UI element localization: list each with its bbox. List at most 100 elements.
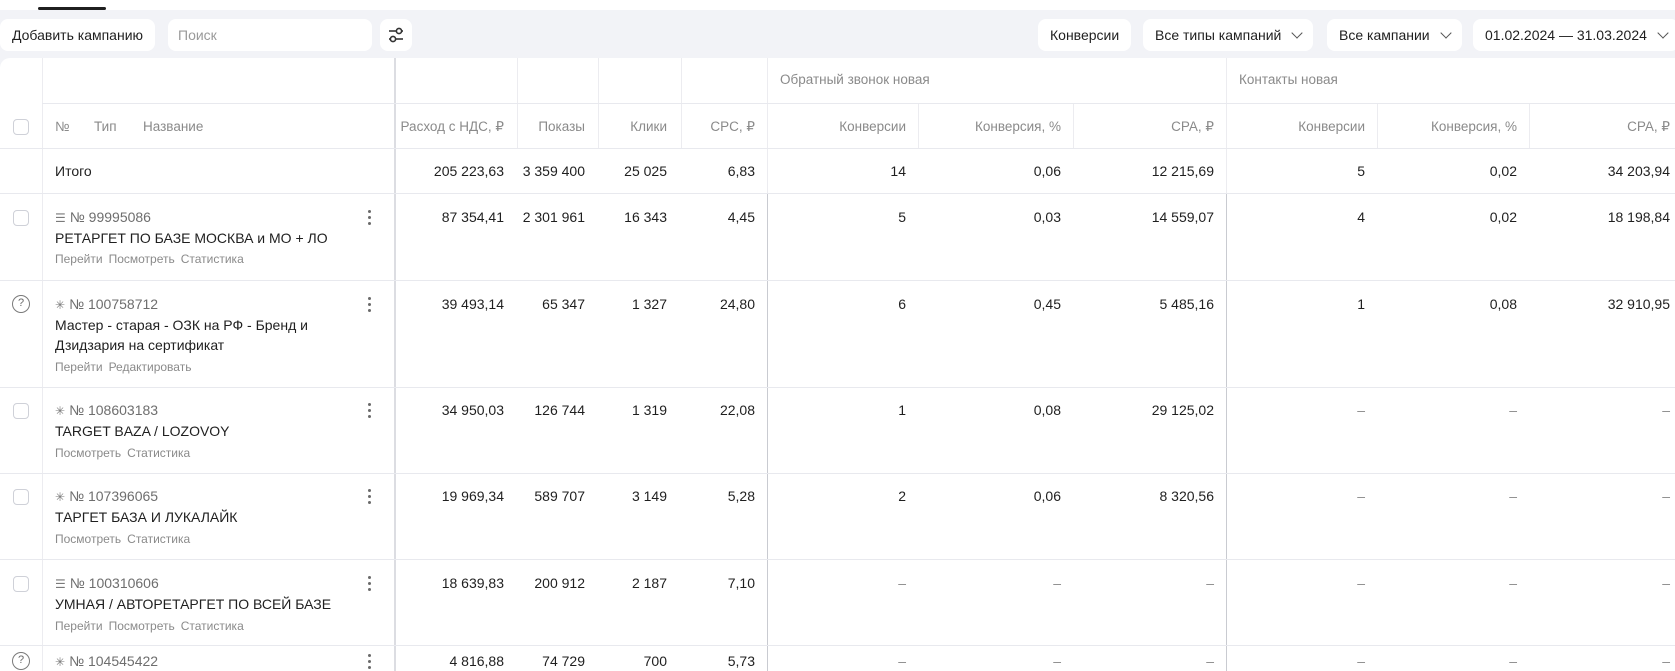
cell-conversion-rate-2: – <box>1509 488 1517 504</box>
campaign-id: ✳ № 108603183 <box>55 402 158 418</box>
row-divider <box>0 193 1675 194</box>
link-view[interactable]: Посмотреть <box>108 619 175 633</box>
header-clicks[interactable]: Клики <box>630 119 667 134</box>
row-checkbox[interactable] <box>13 576 29 592</box>
total-spend: 205 223,63 <box>433 163 504 179</box>
conversions-button[interactable]: Конверсии <box>1038 19 1132 51</box>
column-divider <box>42 58 43 671</box>
text-ad-icon: ☰ <box>55 211 66 225</box>
chevron-down-icon <box>1439 27 1452 39</box>
help-icon[interactable]: ? <box>12 652 30 670</box>
cell-impressions: 2 301 961 <box>522 209 585 225</box>
header-cpa-1[interactable]: CPA, ₽ <box>1171 119 1214 134</box>
row-checkbox[interactable] <box>13 403 29 419</box>
select-all-checkbox[interactable] <box>13 119 29 135</box>
campaign-name[interactable]: УМНАЯ / АВТОРЕТАРГЕТ ПО ВСЕЙ БАЗЕ <box>55 596 332 612</box>
cell-conversion-rate-1: 0,06 <box>1033 488 1061 504</box>
cell-conversion-rate-1: – <box>1053 653 1061 669</box>
more-menu-icon[interactable] <box>368 210 372 226</box>
add-campaign-button[interactable]: Добавить кампанию <box>0 19 156 51</box>
link-statistics[interactable]: Статистика <box>180 252 244 266</box>
cell-impressions: 589 707 <box>534 488 585 504</box>
cell-clicks: 1 319 <box>631 402 667 418</box>
header-spend[interactable]: Расход с НДС, ₽ <box>400 119 505 134</box>
campaigns-table: Обратный звонок новая Контакты новая № Т… <box>0 58 1675 671</box>
cell-impressions: 65 347 <box>542 296 585 312</box>
cell-conversion-rate-2: – <box>1509 575 1517 591</box>
chevron-down-icon <box>1657 27 1669 39</box>
total-cpc: 6,83 <box>727 163 755 179</box>
campaign-id-text: № 108603183 <box>69 402 159 418</box>
cell-cpa-1: – <box>1206 575 1214 591</box>
cell-clicks: 3 149 <box>631 488 667 504</box>
header-type[interactable]: Тип <box>94 119 117 134</box>
cell-conversions-1: – <box>898 575 906 591</box>
row-checkbox[interactable] <box>13 489 29 505</box>
total-cpa-2: 34 203,94 <box>1607 163 1670 179</box>
total-impressions: 3 359 400 <box>522 163 585 179</box>
link-go[interactable]: Перейти <box>55 619 103 633</box>
more-menu-icon[interactable] <box>368 654 372 670</box>
header-conversions-1[interactable]: Конверсии <box>839 119 906 134</box>
toolbar: Добавить кампанию Поиск Конверсии Все ти… <box>0 10 1675 58</box>
link-statistics[interactable]: Статистика <box>127 446 191 460</box>
campaign-id-text: № 99995086 <box>69 209 151 225</box>
link-view[interactable]: Посмотреть <box>55 446 122 460</box>
cell-spend: 39 493,14 <box>441 296 504 312</box>
cell-spend: 87 354,41 <box>441 209 504 225</box>
filter-settings-button[interactable] <box>380 19 412 51</box>
campaign-name[interactable]: Мастер - старая - ОЗК на РФ - Бренд и <box>55 317 308 333</box>
row-links: Перейти Посмотреть Статистика <box>55 252 250 266</box>
link-edit[interactable]: Редактировать <box>108 360 192 374</box>
cell-clicks: 16 343 <box>624 209 667 225</box>
cell-cpc: 5,73 <box>727 653 755 669</box>
header-impressions[interactable]: Показы <box>538 119 585 134</box>
header-conversions-2[interactable]: Конверсии <box>1298 119 1365 134</box>
campaign-id-text: № 100310606 <box>69 575 159 591</box>
row-links: Посмотреть Статистика <box>55 446 196 460</box>
row-divider <box>0 559 1675 560</box>
row-links: Посмотреть Статистика <box>55 532 196 546</box>
link-view[interactable]: Посмотреть <box>55 532 122 546</box>
date-range-picker[interactable]: 01.02.2024 — 31.03.2024 <box>1473 19 1675 51</box>
cell-conversions-2: – <box>1357 575 1365 591</box>
header-name[interactable]: Название <box>143 119 204 134</box>
campaigns-dropdown[interactable]: Все кампании <box>1327 19 1462 51</box>
header-conversion-rate-2[interactable]: Конверсия, % <box>1431 119 1517 134</box>
row-links: Перейти Редактировать <box>55 360 197 374</box>
cell-spend: 19 969,34 <box>441 488 504 504</box>
header-cpc[interactable]: CPC, ₽ <box>710 119 755 134</box>
date-range-label: 01.02.2024 — 31.03.2024 <box>1485 27 1647 43</box>
link-statistics[interactable]: Статистика <box>180 619 244 633</box>
help-icon[interactable]: ? <box>12 295 30 313</box>
total-cpa-1: 12 215,69 <box>1151 163 1214 179</box>
more-menu-icon[interactable] <box>368 297 372 313</box>
campaign-name[interactable]: ТАРГЕТ БАЗА И ЛУКАЛАЙК <box>55 509 238 525</box>
chevron-down-icon <box>1291 27 1304 39</box>
cell-cpa-1: 8 320,56 <box>1159 488 1215 504</box>
campaign-id: ✳ № 107396065 <box>55 488 158 504</box>
link-view[interactable]: Посмотреть <box>108 252 175 266</box>
link-go[interactable]: Перейти <box>55 252 103 266</box>
cell-conversions-1: – <box>898 653 906 669</box>
cell-cpa-2: 18 198,84 <box>1607 209 1670 225</box>
campaign-types-dropdown[interactable]: Все типы кампаний <box>1143 19 1314 51</box>
header-no[interactable]: № <box>55 119 70 134</box>
header-conversion-rate-1[interactable]: Конверсия, % <box>975 119 1061 134</box>
cell-cpa-2: 32 910,95 <box>1607 296 1670 312</box>
campaign-name[interactable]: TARGET BAZA / LOZOVOY <box>55 423 230 439</box>
row-checkbox[interactable] <box>13 210 29 226</box>
cell-conversions-1: 1 <box>898 402 906 418</box>
campaign-id-text: № 107396065 <box>69 488 159 504</box>
more-menu-icon[interactable] <box>368 489 372 505</box>
search-input[interactable]: Поиск <box>168 19 372 51</box>
more-menu-icon[interactable] <box>368 576 372 592</box>
header-cpa-2[interactable]: CPA, ₽ <box>1627 119 1670 134</box>
campaign-name-line2[interactable]: Дзидзария на сертификат <box>55 337 225 353</box>
cell-impressions: 74 729 <box>542 653 585 669</box>
more-menu-icon[interactable] <box>368 403 372 419</box>
cell-cpa-1: 5 485,16 <box>1159 296 1215 312</box>
campaign-name[interactable]: РЕТАРГЕТ ПО БАЗЕ МОСКВА и МО + ЛО <box>55 230 328 246</box>
link-go[interactable]: Перейти <box>55 360 103 374</box>
link-statistics[interactable]: Статистика <box>127 532 191 546</box>
